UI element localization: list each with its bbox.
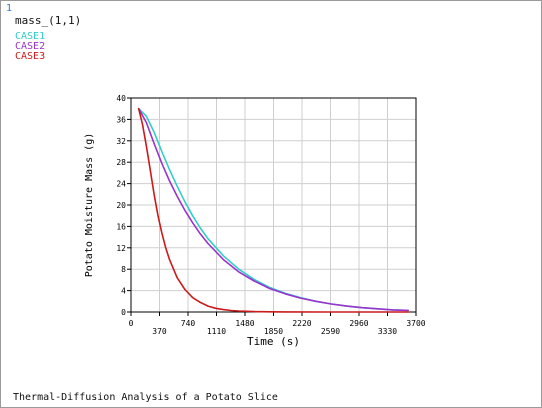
- y-tick-label: 36: [116, 115, 126, 124]
- y-tick-label: 28: [116, 158, 126, 167]
- legend-entry-case2: CASE2: [15, 41, 46, 52]
- y-tick-label: 16: [116, 222, 126, 231]
- x-tick-label: 740: [181, 319, 196, 328]
- y-tick-label: 40: [116, 94, 126, 103]
- legend: CASE1 CASE2 CASE3: [15, 32, 45, 62]
- footer-title: Thermal-Diffusion Analysis of a Potato S…: [13, 392, 278, 403]
- plot-variable-label: mass_(1,1): [15, 14, 82, 27]
- legend-entry-case3: CASE3: [15, 51, 46, 62]
- y-tick-label: 32: [116, 137, 126, 146]
- y-tick-label: 12: [116, 244, 126, 253]
- x-tick-label: 2960: [349, 319, 368, 328]
- legend-entry-case1: CASE1: [15, 31, 46, 42]
- series-line-case2: [137, 107, 410, 312]
- y-tick-label: 0: [121, 308, 126, 317]
- x-tick-label: 1850: [264, 327, 283, 336]
- x-tick-label: 2590: [321, 327, 340, 336]
- y-tick-label: 8: [121, 265, 126, 274]
- x-tick-label: 370: [152, 327, 167, 336]
- series-line-case3: [137, 107, 410, 313]
- y-tick-label: 4: [121, 287, 126, 296]
- window-number: 1: [6, 3, 13, 14]
- y-tick-label: 20: [116, 201, 126, 210]
- y-axis-label: Potato Moisture Mass (g): [84, 133, 95, 278]
- x-tick-label: 3700: [406, 319, 425, 328]
- y-tick-label: 24: [116, 180, 126, 189]
- x-tick-label: 3330: [378, 327, 397, 336]
- x-tick-label: 1480: [235, 319, 254, 328]
- x-axis-label: Time (s): [247, 335, 300, 348]
- x-tick-label: 2220: [292, 319, 311, 328]
- x-tick-label: 0: [129, 319, 134, 328]
- x-tick-label: 1110: [207, 327, 226, 336]
